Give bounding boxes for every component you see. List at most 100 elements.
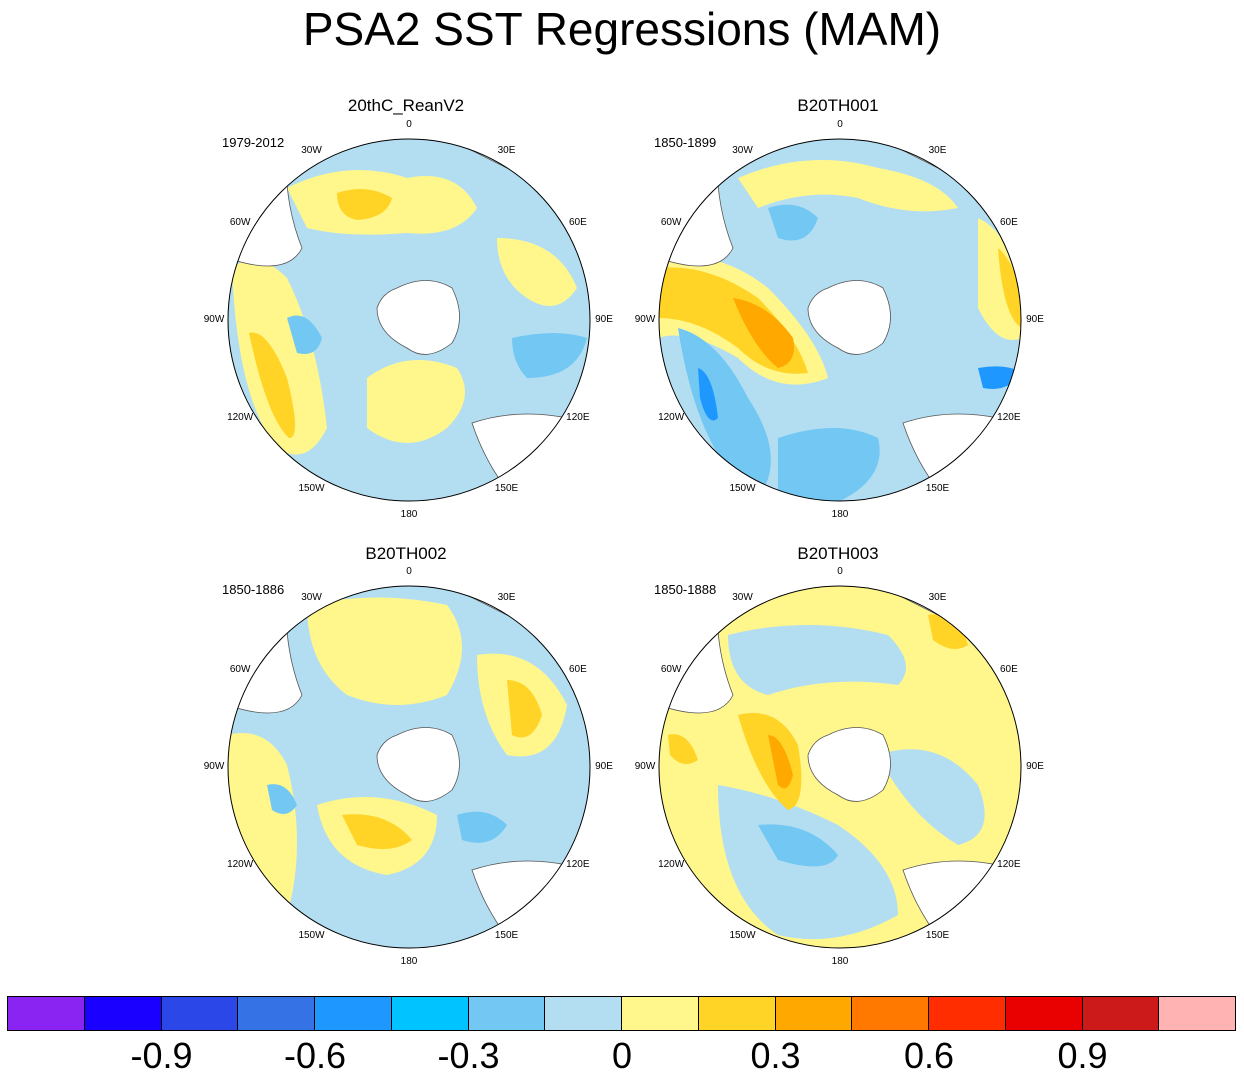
longitude-label: 0 <box>406 566 412 577</box>
land-mass <box>807 280 891 355</box>
longitude-label: 180 <box>400 956 418 967</box>
cool-anomaly-region <box>878 749 985 845</box>
longitude-label: 60W <box>660 663 682 675</box>
longitude-label: 60W <box>660 216 682 228</box>
land-mass <box>471 860 590 948</box>
longitude-label: 90W <box>634 314 656 325</box>
longitude-label: 150E <box>925 482 950 494</box>
longitude-label: 0 <box>406 119 412 130</box>
panel-period-3: 1850-1886 <box>222 582 285 597</box>
longitude-label: 90E <box>1026 761 1044 772</box>
colorbar-tick-label: -0.6 <box>283 1035 347 1076</box>
figure-title: PSA2 SST Regressions (MAM) <box>302 3 942 55</box>
longitude-label: 90E <box>595 314 613 325</box>
longitude-label: 150E <box>494 482 519 494</box>
colorbar-tick-label: 0 <box>611 1035 633 1076</box>
warm-anomaly-region <box>232 260 327 455</box>
longitude-label: 60E <box>999 663 1018 675</box>
warm-anomaly-region <box>928 614 968 649</box>
land-mass <box>471 413 590 501</box>
warm-anomaly-region <box>497 238 577 306</box>
colorbar-swatch <box>774 996 853 1031</box>
longitude-label: 30W <box>732 145 753 157</box>
colorbar-swatch <box>467 996 546 1031</box>
longitude-label: 150W <box>298 929 325 941</box>
longitude-label: 150E <box>494 929 519 941</box>
panel-period-4: 1850-1888 <box>654 582 717 597</box>
cool-anomaly-region <box>768 204 818 241</box>
warm-anomaly-region <box>738 160 958 212</box>
colorbar-tick-label: -0.3 <box>437 1035 500 1076</box>
colorbar-swatch <box>851 996 929 1031</box>
longitude-label: 60W <box>229 216 251 228</box>
longitude-label: 120E <box>566 411 590 423</box>
panel-period-1: 1979-2012 <box>222 135 285 150</box>
longitude-label: 180 <box>400 509 418 520</box>
longitude-label: 120W <box>227 858 254 870</box>
panel-title-4: B20TH003 <box>797 544 879 563</box>
panel-title-2: B20TH001 <box>797 96 879 115</box>
polar-map-1 <box>227 138 591 502</box>
longitude-label: 30E <box>497 145 516 157</box>
cool-anomaly-region <box>698 368 718 421</box>
longitude-label: 150W <box>729 482 756 494</box>
longitude-label: 60E <box>568 216 587 228</box>
longitude-label: 0 <box>837 566 843 577</box>
cool-anomaly-region <box>778 428 880 501</box>
cool-anomaly-region <box>512 333 587 378</box>
land-mass <box>902 413 1021 501</box>
polar-map-2 <box>658 138 1022 502</box>
cool-anomaly-region <box>267 784 297 814</box>
longitude-label: 90E <box>595 761 613 772</box>
polar-map-3 <box>227 585 591 949</box>
warm-anomaly-region <box>307 597 462 705</box>
cool-anomaly-region <box>978 366 1021 389</box>
longitude-label: 60E <box>999 216 1018 228</box>
longitude-label: 30E <box>928 145 947 157</box>
colorbar-swatch <box>83 996 162 1031</box>
longitude-label: 30E <box>928 592 947 604</box>
colorbar-swatch <box>1004 996 1083 1031</box>
longitude-label: 90W <box>634 761 656 772</box>
cool-anomaly-region <box>758 824 838 867</box>
colorbar-swatch <box>390 996 469 1031</box>
polar-map-4 <box>658 585 1022 949</box>
longitude-label: 180 <box>831 956 849 967</box>
longitude-label: 30W <box>732 592 753 604</box>
longitude-label: 150E <box>925 929 950 941</box>
longitude-label: 120E <box>997 858 1021 870</box>
panel-title-1: 20thC_ReanV2 <box>347 96 465 115</box>
panel-period-2: 1850-1899 <box>654 135 717 150</box>
colorbar-swatch <box>544 996 622 1031</box>
longitude-label: 60W <box>229 663 251 675</box>
colorbar-swatch <box>160 996 239 1031</box>
longitude-label: 180 <box>831 509 849 520</box>
longitude-label: 30E <box>497 592 516 604</box>
cool-anomaly-region <box>728 625 906 695</box>
longitude-label: 120W <box>658 411 685 423</box>
cool-anomaly-region <box>457 811 507 843</box>
longitude-label: 30W <box>301 592 322 604</box>
longitude-label: 120W <box>658 858 685 870</box>
colorbar-labels: -0.9 -0.6 -0.3 0 0.3 0.6 0.9 <box>8 1036 1236 1076</box>
warm-anomaly-region <box>998 248 1021 328</box>
colorbar-swatch <box>314 996 392 1031</box>
longitude-label: 120E <box>566 858 590 870</box>
land-mass <box>807 727 891 802</box>
colorbar-swatch <box>928 996 1006 1031</box>
longitude-label: 0 <box>837 119 843 130</box>
colorbar-tick-label: 0.3 <box>750 1035 801 1076</box>
warm-anomaly-region <box>668 734 698 764</box>
warm-anomaly-region <box>249 332 296 438</box>
warm-anomaly-region <box>342 814 412 849</box>
colorbar-swatch <box>1158 996 1236 1031</box>
colorbar-swatch <box>697 996 776 1031</box>
cool-anomaly-region <box>287 315 322 354</box>
warm-anomaly-region <box>733 298 794 368</box>
longitude-label: 60E <box>568 663 587 675</box>
longitude-label: 120W <box>227 411 254 423</box>
colorbar-tick-label: -0.9 <box>130 1035 193 1076</box>
land-mass <box>376 280 460 355</box>
land-mass <box>902 860 1021 948</box>
longitude-label: 150W <box>729 929 756 941</box>
